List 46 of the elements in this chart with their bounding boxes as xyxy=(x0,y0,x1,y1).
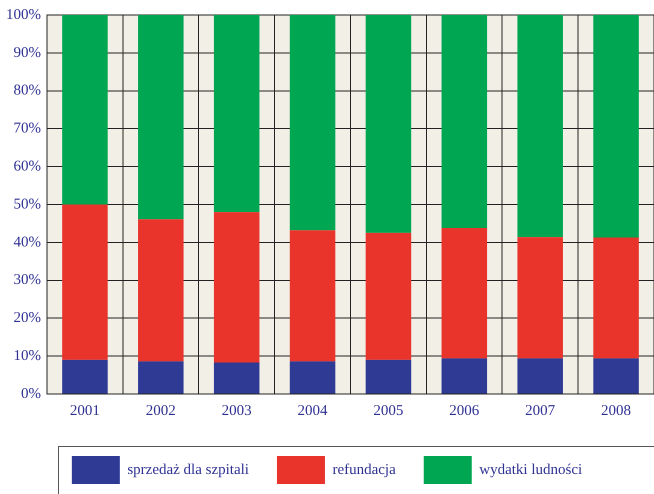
bar xyxy=(442,228,488,358)
bar xyxy=(62,360,108,394)
x-tick-label: 2007 xyxy=(525,402,556,419)
y-tick-label: 50% xyxy=(13,196,41,212)
bar xyxy=(366,360,412,394)
y-tick-label: 70% xyxy=(13,120,41,137)
bar xyxy=(517,15,563,238)
bar xyxy=(214,15,260,212)
x-tick-label: 2006 xyxy=(449,402,480,419)
y-tick-label: 80% xyxy=(13,82,41,99)
y-tick-label: 60% xyxy=(13,158,41,175)
bar xyxy=(62,204,108,360)
bar xyxy=(517,358,563,394)
legend-label: wydatki ludności xyxy=(479,462,582,478)
bar xyxy=(290,15,336,230)
x-tick-label: 2005 xyxy=(373,402,404,419)
bar xyxy=(442,358,488,394)
x-tick-label: 2001 xyxy=(70,402,100,419)
bar xyxy=(593,358,639,394)
y-tick-label: 10% xyxy=(13,348,41,364)
bar xyxy=(517,237,563,358)
y-tick-label: 30% xyxy=(13,272,41,288)
bar xyxy=(290,230,336,362)
y-tick-label: 90% xyxy=(13,44,41,61)
x-tick-label: 2008 xyxy=(601,402,632,419)
x-tick-label: 2004 xyxy=(298,402,328,419)
legend-label: refundacja xyxy=(332,462,396,478)
bar xyxy=(290,361,336,394)
x-tick-label: 2002 xyxy=(146,402,176,419)
bar xyxy=(593,15,639,238)
bar xyxy=(62,15,108,204)
bar xyxy=(138,15,184,220)
y-tick-label: 20% xyxy=(13,310,41,326)
bar xyxy=(138,219,184,362)
bar xyxy=(366,15,412,233)
x-tick-label: 2003 xyxy=(222,402,252,419)
bar xyxy=(366,232,412,360)
bar xyxy=(138,361,184,394)
y-tick-label: 40% xyxy=(13,234,41,250)
bar xyxy=(442,15,488,228)
bar xyxy=(593,237,639,358)
bar xyxy=(214,362,260,394)
legend-label: sprzedaż dla szpitali xyxy=(127,462,249,478)
bar xyxy=(214,212,260,363)
y-tick-label: 100% xyxy=(6,6,41,23)
y-tick-label: 0% xyxy=(20,386,41,402)
